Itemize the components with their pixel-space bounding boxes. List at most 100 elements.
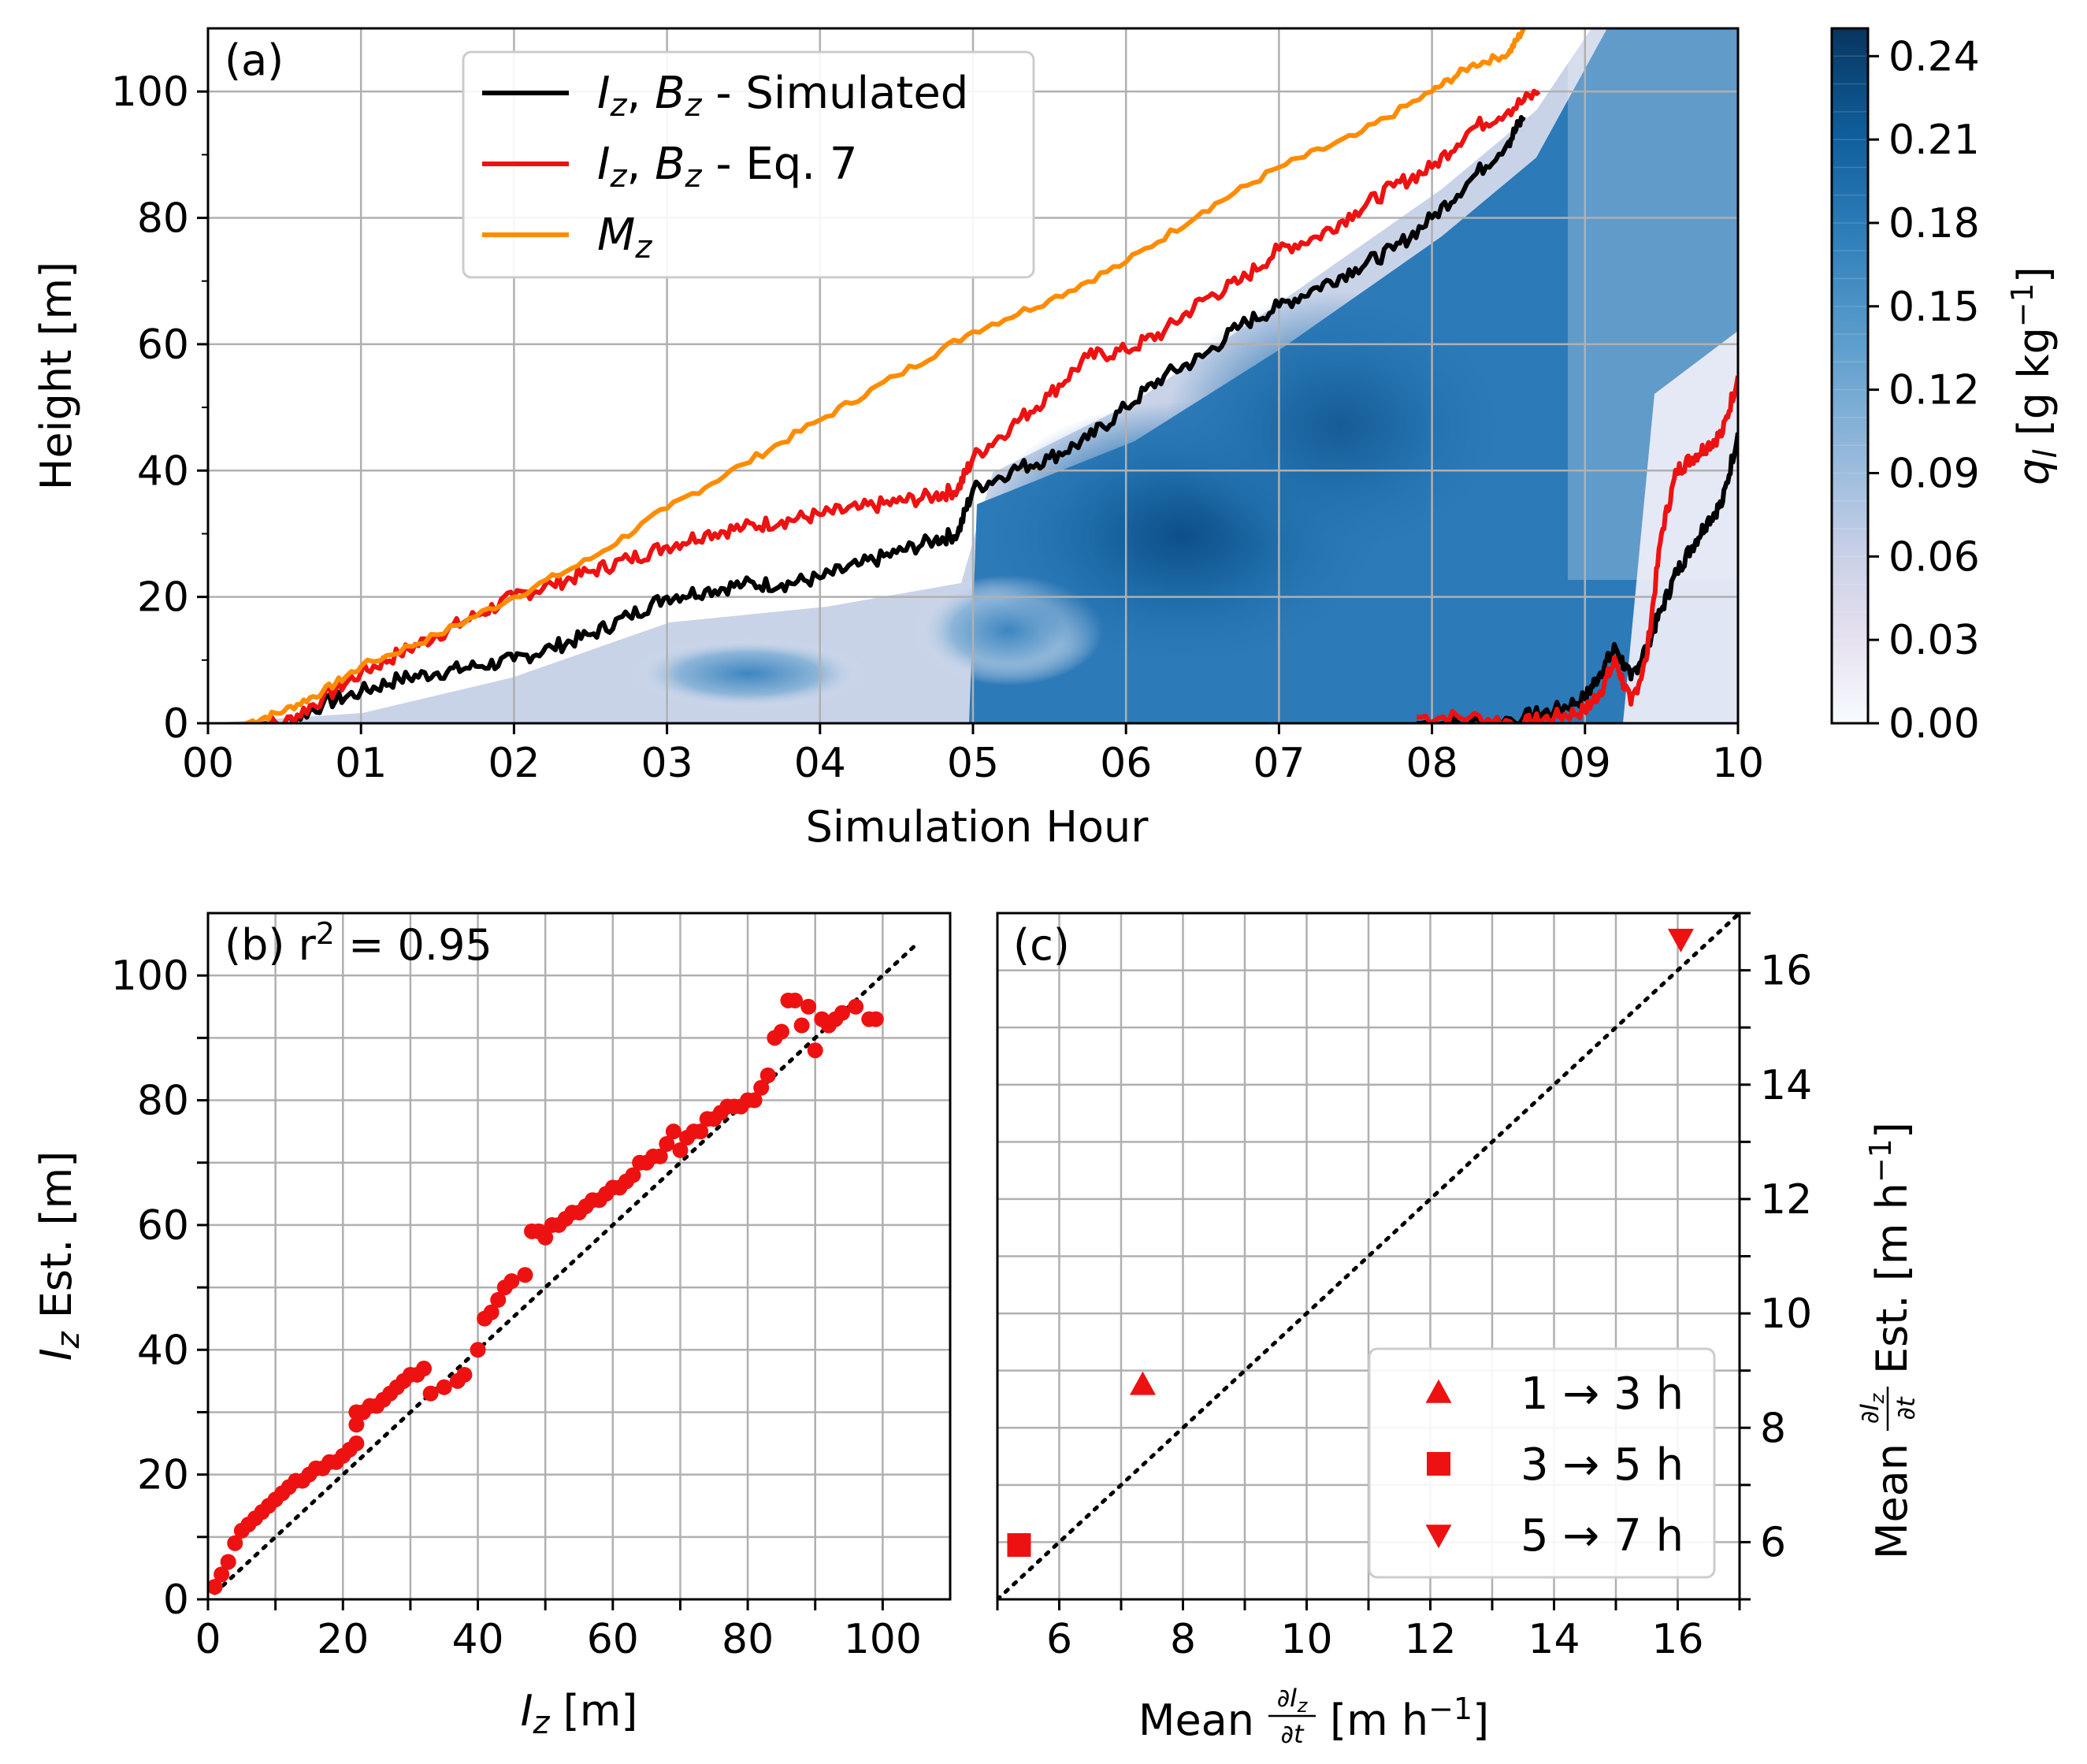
colorbar-gradient: [1832, 28, 1868, 723]
one-to-one-line: [213, 942, 919, 1595]
panel-c-ylabel-frac-num: ∂Iz: [1855, 1392, 1888, 1424]
colorbar: 0.00 0.03 0.06 0.09 0.12 0.15 0.18 0.21 0.24 ql …: [1830, 27, 2064, 748]
x-tick-label: 03: [641, 740, 693, 787]
scatter-point: [746, 1092, 763, 1109]
scatter-point: [537, 1229, 554, 1246]
scatter-point: [787, 992, 804, 1008]
x-tick-label: 02: [488, 740, 540, 787]
scatter-point: [220, 1554, 236, 1570]
x-tick-label: 08: [1406, 740, 1458, 787]
panel-c-label: (c): [1013, 920, 1070, 970]
panel-c-xlabel: Mean ∂Iz ∂t [m h−1]: [1138, 1683, 1489, 1749]
scatter-point: [348, 1417, 365, 1433]
x-tick-label: 12: [1404, 1616, 1456, 1663]
panel-c-ylabel-left: Mean: [1867, 1443, 1917, 1559]
panel-c-xlabel-frac-num: ∂Iz: [1277, 1683, 1309, 1717]
scatter-point: [759, 1067, 776, 1083]
panel-c-ticks: 6 8 10 12 14 16 6 8 10 12 14 16: [996, 912, 1812, 1663]
scatter-point: [867, 1011, 884, 1027]
scatter-point-triangle-down: [1667, 928, 1694, 953]
y-tick-label: 8: [1760, 1405, 1786, 1452]
scatter-point: [490, 1291, 507, 1308]
panel-b-ticks: 0 20 40 60 80 100 0 20 40 60 80 100: [111, 953, 922, 1663]
panel-a-label: (a): [225, 35, 284, 85]
panel-c-ylabel-frac-den: ∂t: [1891, 1396, 1921, 1420]
y-tick-label: 14: [1760, 1062, 1812, 1109]
panel-c-legend: 1 → 3 h 3 → 5 h 5 → 7 h: [1368, 1347, 1716, 1579]
panel-b: 0 20 40 60 80 100 0 20 40 60 80 100 (b) r2 = 0.95 I…: [32, 912, 952, 1741]
panel-a-xlabel: Simulation Hour: [806, 802, 1149, 852]
panel-b-grid: [206, 913, 950, 1601]
colorbar-tick-label: 0.21: [1888, 117, 1980, 164]
x-tick-label: 0: [195, 1616, 221, 1663]
scatter-point: [793, 1017, 810, 1034]
y-tick-label: 60: [137, 321, 189, 369]
x-tick-label: 10: [1712, 740, 1764, 787]
scatter-point: [422, 1385, 439, 1402]
legend-label-1-3-h: 1 → 3 h: [1521, 1368, 1684, 1420]
x-tick-label: 8: [1170, 1616, 1196, 1663]
y-tick-label: 16: [1760, 948, 1812, 995]
scatter-point: [693, 1123, 709, 1140]
y-tick-label: 6: [1760, 1519, 1786, 1566]
panel-b-frame: [206, 912, 952, 1601]
y-tick-label: 80: [137, 195, 189, 243]
panel-c-ylabel: Mean ∂Iz ∂t Est. [m h−1]: [1855, 1122, 1921, 1559]
panel-b-series: [208, 942, 919, 1595]
scatter-point-triangle-up: [1129, 1371, 1156, 1395]
panel-c-xlabel-frac-den: ∂t: [1280, 1719, 1305, 1749]
panel-b-ylabel: Iz Est. [m]: [32, 1151, 87, 1361]
scatter-point: [227, 1535, 243, 1551]
legend-marker-triangle-down: [1425, 1524, 1452, 1549]
y-tick-label: 60: [137, 1202, 189, 1250]
scatter-point: [470, 1342, 486, 1358]
y-tick-label: 40: [137, 447, 189, 495]
x-tick-label: 07: [1253, 740, 1305, 787]
x-tick-label: 04: [794, 740, 846, 787]
colorbar-ticks: 0.00 0.03 0.06 0.09 0.12 0.15 0.18 0.21 0.24: [1868, 33, 1980, 748]
scatter-point: [652, 1148, 668, 1164]
panel-a-ylabel: Height [m]: [32, 262, 81, 490]
panel-c-xlabel-right: [m h−1]: [1330, 1692, 1489, 1745]
legend-marker-triangle-up: [1425, 1379, 1452, 1403]
legend-label-eq7: Iz, Bz - Eq. 7: [597, 139, 858, 195]
scatter-point-square: [1007, 1533, 1031, 1558]
scatter-point: [665, 1123, 681, 1140]
scatter-point: [348, 1435, 365, 1452]
scatter-point: [416, 1361, 433, 1377]
x-tick-label: 06: [1100, 740, 1152, 787]
x-tick-label: 10: [1280, 1616, 1332, 1663]
y-tick-label: 80: [137, 1078, 189, 1125]
x-tick-label: 60: [587, 1616, 639, 1663]
x-tick-label: 100: [844, 1616, 922, 1663]
legend-label-5-7-h: 5 → 7 h: [1521, 1510, 1684, 1562]
x-tick-label: 20: [317, 1616, 369, 1663]
x-tick-label: 80: [722, 1616, 774, 1663]
panel-a-legend: Iz, Bz - Simulated Iz, Bz - Eq. 7 Mz: [462, 50, 1035, 279]
scatter-point: [848, 998, 864, 1015]
scatter-point: [208, 1579, 223, 1595]
series-line-m-z: [245, 28, 1526, 723]
colorbar-tick-label: 0.03: [1888, 617, 1980, 664]
one-to-one-line: [997, 913, 1740, 1599]
colorbar-tick-label: 0.09: [1888, 450, 1980, 497]
legend-box: [1368, 1347, 1716, 1579]
legend-label-mz: Mz: [597, 210, 652, 266]
scatter-point: [800, 998, 817, 1015]
y-tick-label: 12: [1760, 1176, 1812, 1224]
colorbar-tick-label: 0.18: [1888, 200, 1980, 247]
colorbar-tick-label: 0.24: [1888, 33, 1980, 80]
scatter-point: [773, 1023, 789, 1040]
series-line-i-z-b-z-eq-7-second-layer: [1417, 375, 1738, 723]
scatter-point: [659, 1135, 675, 1152]
x-tick-label: 09: [1559, 740, 1611, 787]
colorbar-tick-label: 0.00: [1888, 700, 1980, 748]
scatter-point: [625, 1167, 641, 1183]
scatter-point: [436, 1379, 452, 1395]
panel-b-xlabel: Iz [m]: [521, 1686, 638, 1741]
x-tick-label: 14: [1528, 1616, 1580, 1663]
scatter-point: [517, 1267, 533, 1283]
y-tick-label: 10: [1760, 1291, 1812, 1338]
x-tick-label: 00: [182, 740, 234, 787]
